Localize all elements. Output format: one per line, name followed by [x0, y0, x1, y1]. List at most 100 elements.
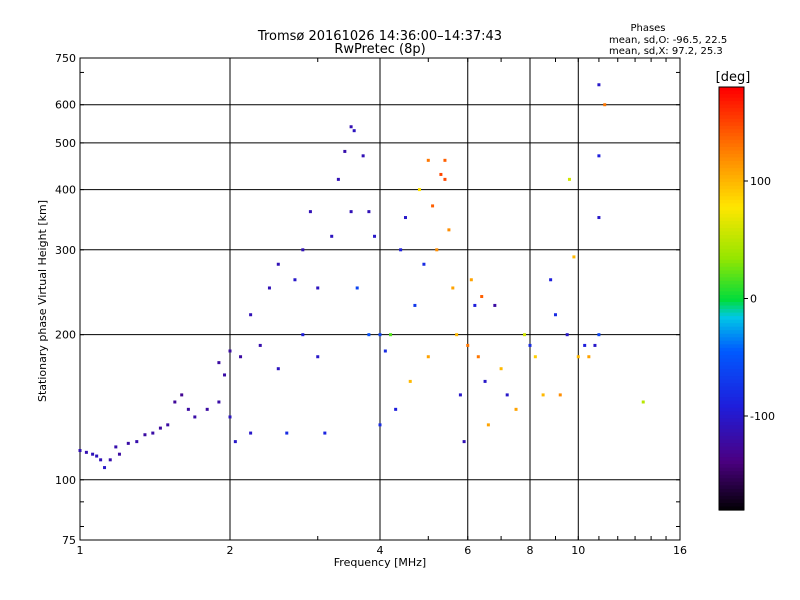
colorbar-segment — [719, 309, 744, 314]
data-point — [91, 452, 95, 456]
data-point — [84, 450, 88, 454]
colorbar-segment — [719, 397, 744, 402]
data-point — [301, 333, 305, 337]
colorbar-segment — [719, 365, 744, 370]
y-tick-label: 500 — [55, 137, 76, 150]
data-point — [451, 286, 455, 290]
data-point — [316, 286, 320, 290]
data-point — [233, 440, 237, 444]
data-point — [603, 103, 607, 107]
colorbar-segment — [719, 474, 744, 479]
colorbar-segment — [719, 393, 744, 398]
colorbar-segment — [719, 178, 744, 183]
data-point — [493, 303, 497, 307]
colorbar-segment — [719, 326, 744, 331]
colorbar-segment — [719, 196, 744, 201]
colorbar-segment — [719, 361, 744, 367]
data-point — [323, 431, 327, 435]
colorbar-segment — [719, 305, 744, 310]
colorbar-segment — [719, 333, 744, 338]
colorbar-segment — [719, 383, 744, 388]
colorbar-segment — [719, 372, 744, 377]
data-point — [361, 154, 365, 158]
data-point — [228, 415, 232, 419]
colorbar-segment — [719, 270, 744, 275]
colorbar-segment — [719, 347, 744, 352]
colorbar-segment — [719, 136, 744, 141]
data-point — [447, 228, 451, 232]
colorbar-segment — [719, 400, 744, 405]
colorbar-segment — [719, 312, 744, 317]
colorbar-segment — [719, 256, 744, 261]
colorbar-segment — [719, 488, 744, 493]
data-point — [426, 355, 430, 359]
colorbar-segment — [719, 302, 744, 307]
colorbar-segment — [719, 139, 744, 144]
data-point — [641, 400, 645, 404]
x-tick-label: 2 — [227, 544, 234, 557]
colorbar-segment — [719, 235, 744, 240]
data-point — [228, 349, 232, 353]
x-tick-label: 4 — [377, 544, 384, 557]
colorbar-segment — [719, 146, 744, 152]
data-point — [476, 355, 480, 359]
data-point — [308, 210, 312, 214]
colorbar-segment — [719, 231, 744, 236]
colorbar-segment — [719, 379, 744, 384]
data-point — [567, 177, 571, 181]
data-point — [352, 129, 356, 133]
data-point — [466, 343, 470, 347]
colorbar-segment — [719, 495, 744, 501]
plot-frame — [79, 57, 681, 541]
colorbar-segment — [719, 161, 744, 166]
data-point — [285, 431, 289, 435]
colorbar-segment — [719, 439, 744, 444]
stats-header: Phases — [630, 23, 665, 34]
data-point — [193, 415, 197, 419]
colorbar-segment — [719, 319, 744, 324]
colorbar-segment — [719, 125, 744, 130]
colorbar-segment — [719, 351, 744, 356]
colorbar-segment — [719, 471, 744, 476]
y-tick-label: 750 — [55, 52, 76, 65]
colorbar-segment — [719, 421, 744, 426]
data-point — [180, 393, 184, 397]
colorbar-segment — [719, 481, 744, 486]
data-point — [173, 400, 177, 404]
colorbar-segment — [719, 386, 744, 391]
data-point — [572, 255, 576, 259]
data-point — [408, 379, 412, 383]
data-point — [103, 466, 107, 470]
colorbar-segment — [719, 228, 744, 233]
colorbar-segment — [719, 411, 744, 416]
data-point — [583, 343, 587, 347]
colorbar-segment — [719, 175, 744, 180]
x-tick-label: 10 — [571, 544, 585, 557]
data-point — [205, 407, 209, 411]
colorbar-segment — [719, 478, 744, 483]
x-tick-label: 8 — [527, 544, 534, 557]
colorbar-segment — [719, 287, 744, 293]
colorbar-segment — [719, 407, 744, 412]
data-point — [186, 407, 190, 411]
colorbar-segment — [719, 199, 744, 204]
colorbar-segment — [719, 298, 744, 303]
data-point — [383, 349, 387, 353]
colorbar-segment — [719, 150, 744, 155]
colorbar-segment — [719, 238, 744, 243]
colorbar-label: [deg] — [716, 70, 751, 85]
data-point — [565, 333, 569, 337]
data-point — [126, 441, 130, 445]
data-point — [349, 125, 353, 129]
data-point — [462, 440, 466, 444]
data-point — [549, 278, 553, 282]
data-point — [293, 278, 297, 282]
colorbar-segment — [719, 273, 744, 278]
data-point — [473, 303, 477, 307]
data-point — [523, 333, 527, 337]
colorbar-segment — [719, 115, 744, 120]
colorbar-segment — [719, 280, 744, 285]
colorbar-segment — [719, 425, 744, 430]
colorbar-segment — [719, 108, 744, 113]
data-point — [435, 248, 439, 252]
